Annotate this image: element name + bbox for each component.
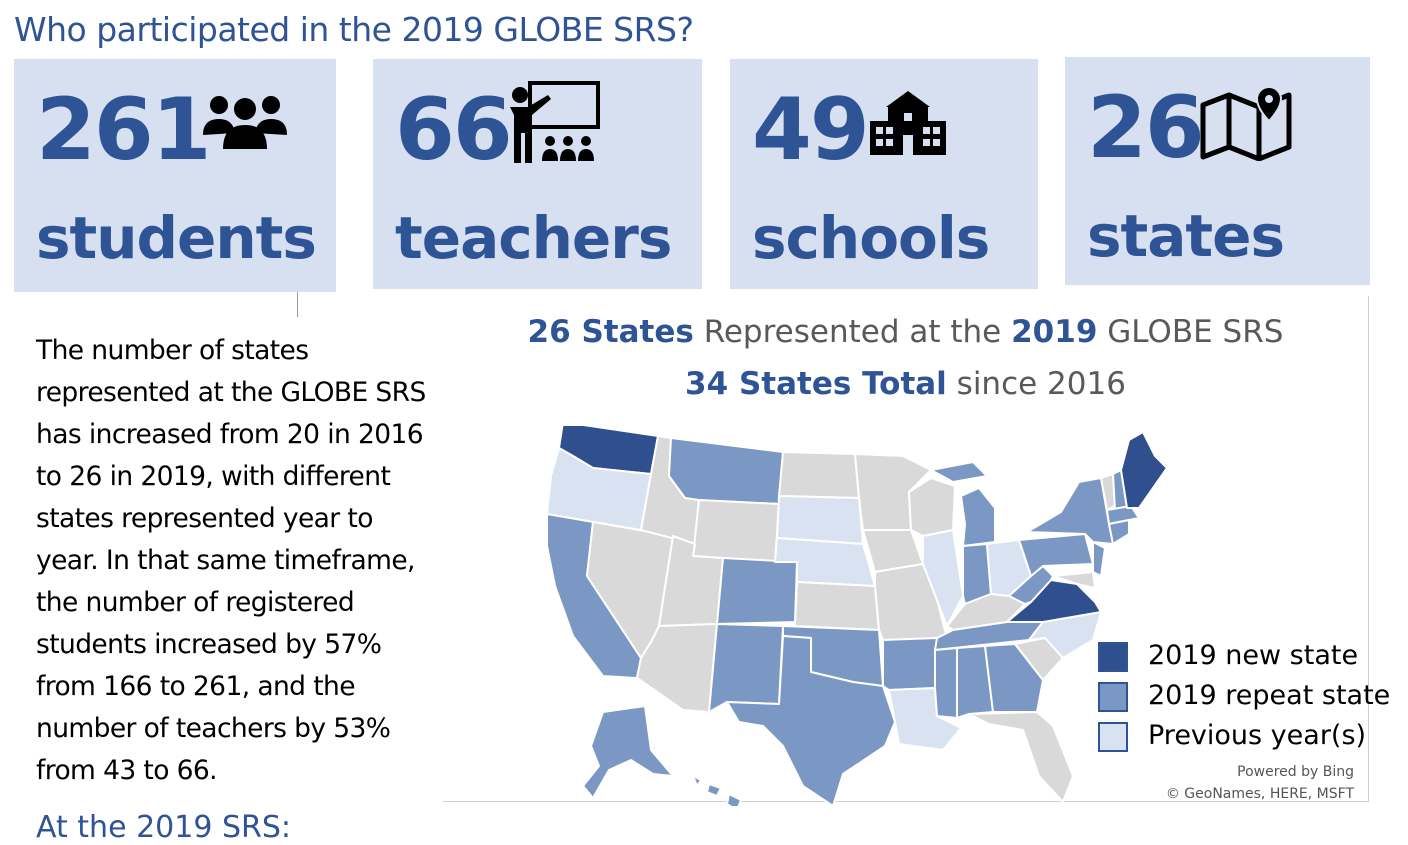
state-maine [1120,431,1168,509]
state-south-dakota [776,495,864,545]
map-pin-icon [1199,85,1293,165]
stat-card-schools: 49 schools [730,59,1038,289]
state-alaska [582,705,674,799]
state-maryland [1052,571,1096,589]
us-states-map [546,426,1168,806]
state-kansas [794,581,880,631]
people-group-icon [199,91,291,157]
state-new-jersey [1092,541,1106,577]
state-texas [726,635,896,806]
states-map-panel: 26 States Represented at the 2019 GLOBE … [443,296,1390,806]
state-pennsylvania [1018,533,1094,577]
teacher-classroom-icon [506,79,602,171]
stat-number: 66 [395,80,513,180]
stat-label: states [1087,202,1285,270]
map-credit-sources: © GeoNames, HERE, MSFT [1165,786,1354,802]
legend-label: 2019 new state [1148,640,1359,671]
state-georgia [984,643,1044,713]
state-connecticut [1108,519,1130,545]
state-north-dakota [778,451,860,499]
state-florida [968,711,1074,803]
page-title: Who participated in the 2019 GLOBE SRS? [14,10,694,49]
legend-label: 2019 repeat state [1148,680,1391,711]
summary-paragraph: The number of states represented at the … [36,335,426,786]
state-wisconsin [908,477,956,537]
state-mississippi [934,647,958,719]
stat-number: 26 [1087,78,1205,178]
map-credit-bing: Powered by Bing [1237,764,1354,780]
state-colorado [716,557,798,625]
map-title-line2: 34 States Total since 2016 [443,366,1368,402]
legend-swatch [1098,682,1128,712]
legend-label: Previous year(s) [1148,720,1367,751]
stat-number: 261 [36,80,212,180]
stat-card-students: 261 students [14,59,336,292]
map-title-emphasis: 26 States [527,314,694,350]
divider [297,292,298,317]
stat-label: teachers [395,204,672,272]
map-title-text: since 2016 [946,366,1126,402]
legend-swatch [1098,722,1128,752]
map-title-text: GLOBE SRS [1097,314,1284,350]
state-new-york [1026,477,1114,545]
state-wyoming [692,499,780,563]
stat-card-teachers: 66 teachers [373,59,702,289]
map-title-year: 2019 [1011,314,1098,350]
school-building-icon [866,87,950,163]
state-new-mexico [708,623,784,713]
stat-label: students [36,204,317,272]
stat-number: 49 [752,80,870,180]
state-massachusetts [1106,505,1140,525]
state-arkansas [882,637,938,691]
map-title-emphasis: 34 States Total [685,366,947,402]
map-title-text: Represented at the [693,314,1012,350]
legend-swatch [1098,642,1128,672]
state-hawaii [692,775,742,806]
stat-label: schools [752,204,990,272]
section-heading: At the 2019 SRS: [36,810,291,845]
map-title-line1: 26 States Represented at the 2019 GLOBE … [443,314,1368,350]
stat-card-states: 26 states [1065,57,1370,285]
state-montana [668,437,784,505]
